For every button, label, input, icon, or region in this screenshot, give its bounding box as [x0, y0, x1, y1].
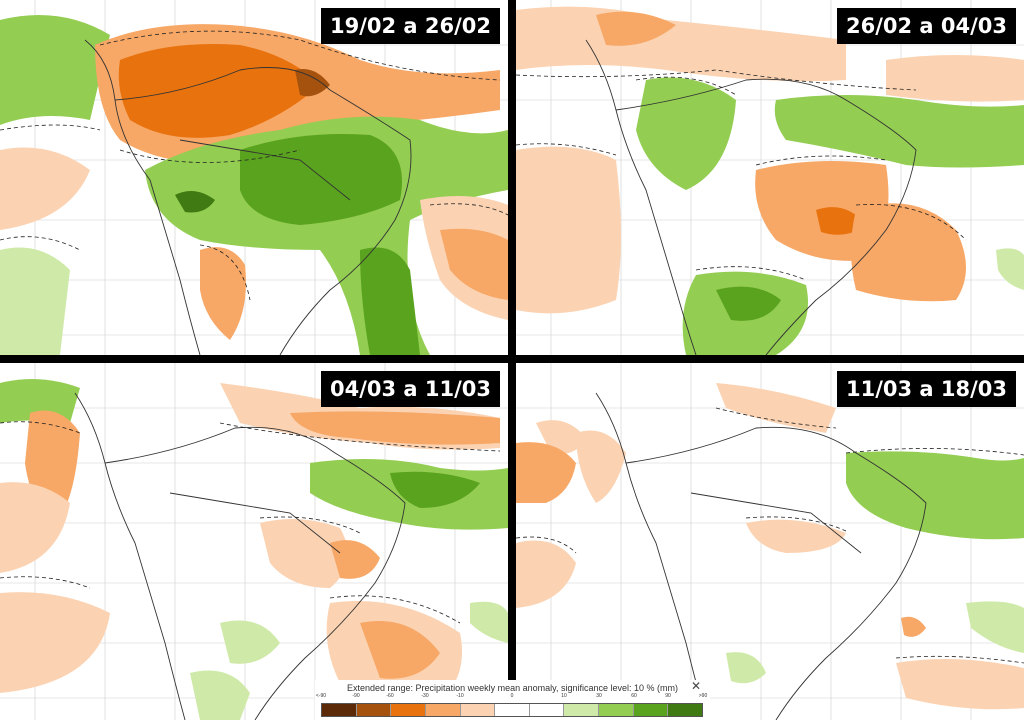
- colorbar-swatch: [667, 704, 703, 716]
- colorbar-tick: >90: [698, 693, 708, 699]
- map-canvas-2: [516, 0, 1024, 355]
- colorbar-swatch: [390, 704, 425, 716]
- date-range-label-1: 19/02 a 26/02: [320, 8, 500, 44]
- colorbar-tick: -30: [421, 693, 429, 699]
- colorbar-swatch: [563, 704, 599, 716]
- colorbar-swatches: [321, 703, 703, 717]
- precipitation-colorbar: Extended range: Precipitation weekly mea…: [315, 680, 710, 720]
- map-panel-3: 04/03 a 11/03: [0, 363, 508, 720]
- map-canvas-3: [0, 363, 508, 720]
- colorbar-swatch: [598, 704, 633, 716]
- date-range-label-2: 26/02 a 04/03: [836, 8, 1016, 44]
- colorbar-tick: 60: [631, 693, 637, 699]
- colorbar-tick: -10: [456, 693, 464, 699]
- map-canvas-4: [516, 363, 1024, 720]
- colorbar-ticks: <-90 -90 -60 -30 -10 0 10 30 60 90 >90: [315, 693, 710, 702]
- colorbar-swatch: [322, 704, 356, 716]
- colorbar-swatch: [424, 704, 460, 716]
- map-panel-1: 19/02 a 26/02: [0, 0, 508, 355]
- colorbar-swatch: [494, 704, 529, 716]
- colorbar-swatch: [459, 704, 495, 716]
- colorbar-tick: -60: [386, 693, 394, 699]
- colorbar-tick: -90: [352, 693, 360, 699]
- map-canvas-1: [0, 0, 508, 355]
- date-range-label-4: 11/03 a 18/03: [836, 371, 1016, 407]
- colorbar-tick: 90: [665, 693, 671, 699]
- colorbar-swatch: [355, 704, 391, 716]
- colorbar-swatch: [632, 704, 668, 716]
- colorbar-title: Extended range: Precipitation weekly mea…: [347, 683, 678, 693]
- colorbar-swatch: [528, 704, 564, 716]
- map-panel-2: 26/02 a 04/03: [516, 0, 1024, 355]
- colorbar-tick: 10: [561, 693, 567, 699]
- close-icon[interactable]: ✕: [691, 679, 703, 693]
- map-panel-4: 11/03 a 18/03: [516, 363, 1024, 720]
- colorbar-tick: 0: [510, 693, 514, 699]
- colorbar-tick: 30: [596, 693, 602, 699]
- date-range-label-3: 04/03 a 11/03: [320, 371, 500, 407]
- colorbar-tick: <-90: [315, 693, 327, 699]
